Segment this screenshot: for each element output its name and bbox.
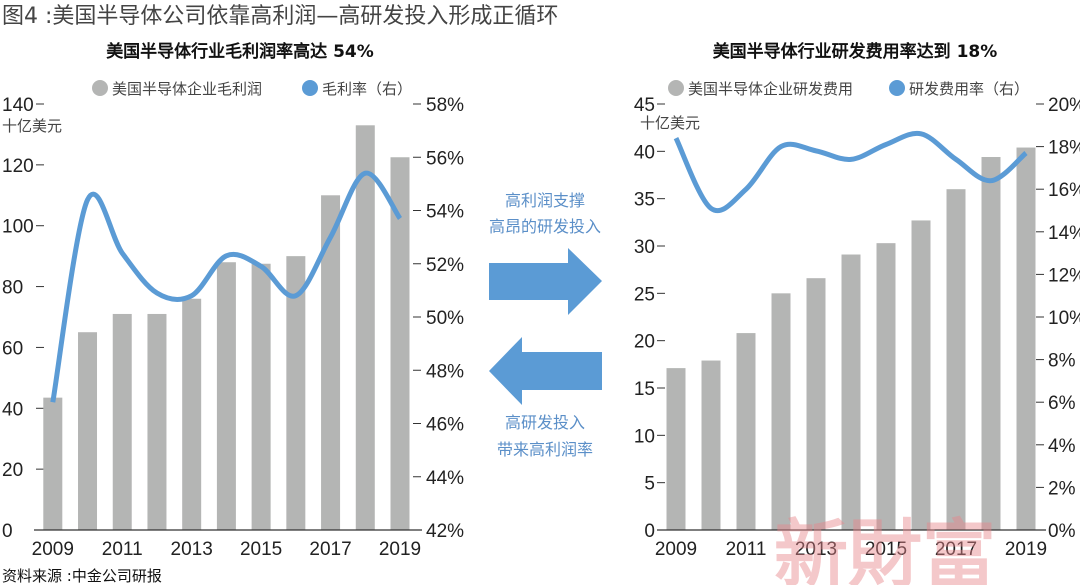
y2-tick-label: 18%: [1048, 138, 1080, 159]
y2-tick-label: 10%: [1048, 308, 1080, 329]
y-axis-unit: 十亿美元: [2, 117, 62, 135]
y-axis-unit: 十亿美元: [640, 114, 700, 132]
bar-2018: [355, 125, 375, 531]
y2-tick-label: 54%: [426, 202, 464, 223]
figure-title: 图4 :美国半导体公司依靠高利润—高研发投入形成正循环: [2, 4, 558, 29]
y2-tick-label: 20%: [1048, 95, 1080, 116]
bar-2015: [251, 263, 271, 530]
bar-2012: [147, 313, 167, 530]
y-tick-label: 5: [644, 474, 655, 495]
y2-tick-label: 14%: [1048, 223, 1080, 244]
y-tick-label: 80: [2, 278, 23, 299]
left-arrow-icon: [489, 337, 602, 405]
y2-tick-label: 44%: [426, 468, 464, 489]
bar-2010: [701, 360, 721, 530]
legend-bar-swatch: [92, 80, 108, 96]
bar-2010: [78, 332, 98, 530]
legend-bar-label: 美国半导体企业研发费用: [688, 80, 853, 98]
y-tick-label: 40: [634, 142, 655, 163]
bar-2016: [911, 220, 931, 530]
bar-2014: [841, 254, 861, 530]
y2-tick-label: 48%: [426, 361, 464, 382]
right-arrow-icon: [489, 248, 602, 315]
legend-line-swatch: [302, 80, 318, 96]
y2-tick-label: 4%: [1048, 436, 1076, 457]
y-tick-label: 45: [634, 95, 655, 116]
arrow-text-top-2: 高昂的研发投入: [489, 217, 601, 236]
y-tick-label: 10: [634, 426, 655, 447]
y2-tick-label: 12%: [1048, 265, 1080, 286]
bar-2016: [286, 256, 306, 530]
y2-tick-label: 8%: [1048, 351, 1076, 372]
x-tick-label: 2009: [32, 539, 74, 560]
bar-2013: [806, 278, 826, 530]
bar-2011: [736, 333, 756, 530]
bar-2015: [876, 243, 896, 530]
source-note: 资料来源 :中金公司研报: [2, 567, 162, 585]
y2-tick-label: 52%: [426, 255, 464, 276]
bar-2019: [390, 157, 410, 530]
y-tick-label: 20: [634, 332, 655, 353]
y2-tick-label: 2%: [1048, 478, 1076, 499]
x-tick-label: 2009: [655, 539, 697, 560]
x-tick-label: 2019: [1005, 539, 1047, 560]
y2-tick-label: 0%: [1048, 521, 1076, 542]
y2-tick-label: 16%: [1048, 180, 1080, 201]
right-chart: 美国半导体企业研发费用 研发费用率（右） 0 5 10 15 20 25 30 35 40 45十亿美…: [634, 80, 1080, 560]
bar-2018: [981, 157, 1001, 530]
x-tick-label: 2015: [865, 539, 907, 560]
y-tick-label: 140: [2, 95, 34, 116]
y-tick-label: 0: [2, 521, 13, 542]
y2-tick-label: 50%: [426, 308, 464, 329]
x-tick-label: 2019: [379, 539, 421, 560]
y-tick-label: 20: [2, 460, 23, 481]
y2-tick-label: 58%: [426, 95, 464, 116]
bar-2013: [182, 298, 202, 530]
x-tick-label: 2013: [171, 539, 213, 560]
bar-2012: [771, 293, 791, 530]
legend-bar-label: 美国半导体企业毛利润: [112, 80, 262, 98]
rate-line: [50, 170, 403, 403]
right-chart-title: 美国半导体行业研发费用率达到 18%: [713, 41, 998, 62]
x-tick-label: 2013: [795, 539, 837, 560]
arrow-text-top-1: 高利润支撑: [505, 191, 585, 210]
bar-2014: [216, 262, 236, 530]
y2-tick-label: 46%: [426, 415, 464, 436]
y-tick-label: 100: [2, 217, 34, 238]
legend-line-label: 研发费用率（右）: [909, 80, 1029, 98]
left-chart-title: 美国半导体行业毛利润率高达 54%: [106, 41, 374, 62]
bar-2009: [43, 397, 63, 530]
bar-2011: [112, 313, 132, 530]
bar-2017: [946, 189, 966, 530]
legend-line-label: 毛利率（右）: [322, 80, 412, 98]
y-tick-label: 25: [634, 284, 655, 305]
legend-line-swatch: [889, 80, 905, 96]
watermark: 新財富: [774, 512, 996, 585]
legend-bar-swatch: [668, 80, 684, 96]
x-tick-label: 2011: [102, 539, 143, 560]
y-tick-label: 120: [2, 156, 34, 177]
x-tick-label: 2017: [935, 539, 977, 560]
y2-tick-label: 42%: [426, 521, 464, 542]
y-tick-label: 40: [2, 399, 23, 420]
rate-line: [673, 130, 1028, 213]
y-tick-label: 60: [2, 338, 23, 359]
bar-2019: [1016, 147, 1036, 530]
x-tick-label: 2015: [240, 539, 282, 560]
x-tick-label: 2011: [726, 539, 767, 560]
y-tick-label: 35: [634, 190, 655, 211]
y2-tick-label: 56%: [426, 148, 464, 169]
y-tick-label: 30: [634, 237, 655, 258]
x-tick-label: 2017: [309, 539, 351, 560]
bar-2009: [666, 368, 686, 530]
arrow-text-bottom-2: 带来高利润率: [497, 440, 593, 459]
y-tick-label: 0: [644, 521, 655, 542]
y2-tick-label: 6%: [1048, 393, 1076, 414]
y-tick-label: 15: [634, 379, 655, 400]
arrow-text-bottom-1: 高研发投入: [505, 413, 585, 432]
bar-2017: [321, 195, 341, 531]
